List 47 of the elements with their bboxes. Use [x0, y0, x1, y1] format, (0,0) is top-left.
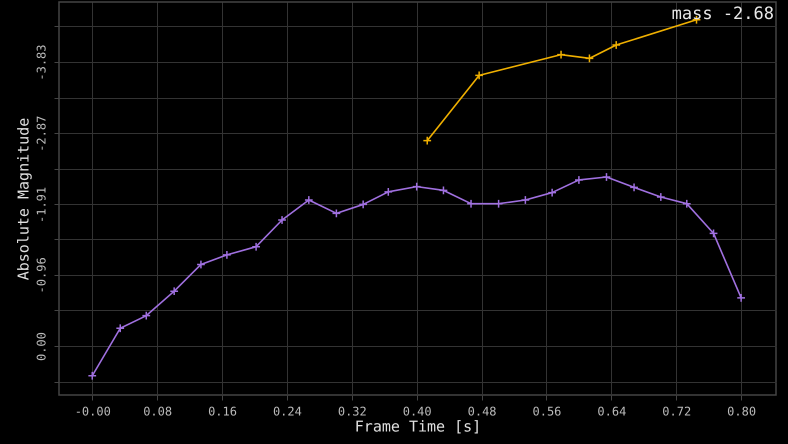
x-tick-label: 0.56	[532, 404, 562, 418]
point	[116, 324, 125, 333]
annotation: mass -2.68	[672, 4, 774, 24]
x-tick-label: 0.40	[402, 404, 432, 418]
point	[412, 182, 422, 192]
point	[556, 50, 566, 60]
y-tick-label: -0.96	[34, 257, 48, 294]
point	[584, 54, 594, 63]
point	[736, 293, 746, 302]
point	[358, 200, 368, 210]
point	[170, 286, 179, 296]
point	[602, 172, 612, 182]
point	[548, 188, 557, 198]
x-axis-title: Frame Time [s]	[354, 418, 482, 436]
point	[222, 250, 232, 260]
point	[422, 136, 432, 146]
point	[574, 175, 584, 185]
point	[304, 195, 314, 205]
y-axis-title: Absolute Magnitude	[14, 118, 32, 280]
point	[384, 187, 393, 196]
y-tick-label: -2.87	[34, 116, 48, 152]
point	[277, 215, 287, 225]
x-tick-label: 0.16	[208, 404, 237, 418]
point	[474, 70, 484, 80]
y-tick-label: -1.91	[34, 186, 48, 223]
point	[612, 40, 621, 50]
x-tick-label: 0.24	[272, 404, 302, 418]
point	[251, 242, 261, 252]
x-tick-label: 0.08	[143, 404, 172, 418]
point	[682, 199, 692, 208]
point	[142, 311, 151, 320]
y-tick-label: 0.00	[34, 332, 48, 362]
x-tick-label: 0.48	[468, 404, 497, 418]
point	[438, 186, 448, 195]
point	[708, 228, 718, 238]
point	[629, 182, 639, 192]
x-tick-label: -0.00	[74, 404, 111, 418]
point	[520, 195, 530, 205]
point	[656, 192, 666, 202]
point	[196, 260, 206, 270]
point	[332, 208, 342, 218]
x-tick-label: 0.72	[662, 404, 692, 418]
x-tick-label: 0.32	[338, 404, 367, 418]
x-tick-label: 0.64	[597, 404, 626, 418]
point	[88, 371, 97, 380]
y-tick-label: -3.83	[34, 44, 48, 81]
x-tick-label: 0.80	[727, 404, 756, 418]
